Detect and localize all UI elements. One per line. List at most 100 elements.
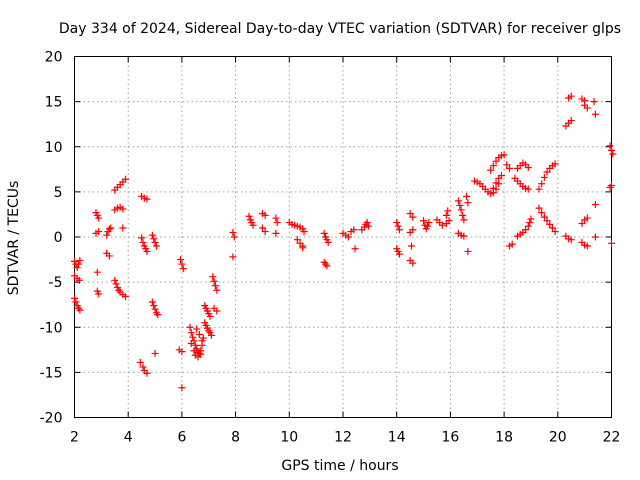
data-point xyxy=(464,247,472,255)
data-point xyxy=(500,151,508,159)
data-point xyxy=(209,273,217,281)
data-point xyxy=(464,199,472,207)
data-point xyxy=(487,166,495,174)
data-point xyxy=(95,290,103,298)
y-tick-label: -10 xyxy=(40,320,63,336)
data-point xyxy=(150,302,158,310)
data-point xyxy=(591,110,599,118)
data-point xyxy=(229,228,237,236)
data-point xyxy=(508,240,516,248)
data-point xyxy=(489,184,497,192)
data-point xyxy=(548,224,556,232)
data-point xyxy=(608,182,615,190)
data-point xyxy=(363,219,371,227)
data-point xyxy=(152,242,160,250)
data-point xyxy=(567,117,575,125)
data-point xyxy=(454,197,462,205)
data-point xyxy=(75,276,83,284)
data-point xyxy=(139,238,147,246)
data-point xyxy=(324,238,332,246)
data-point xyxy=(526,219,534,227)
data-point xyxy=(344,233,352,241)
data-point xyxy=(606,142,614,150)
data-point xyxy=(210,277,218,285)
data-point xyxy=(395,250,403,258)
y-tick-label: 0 xyxy=(54,230,63,246)
data-point xyxy=(213,286,221,294)
data-point xyxy=(72,298,80,306)
data-point xyxy=(105,252,113,260)
data-point xyxy=(207,331,215,339)
data-point xyxy=(535,204,543,212)
data-point xyxy=(143,369,151,377)
data-point xyxy=(578,219,586,227)
data-point xyxy=(300,228,308,236)
data-point xyxy=(420,217,428,225)
data-point xyxy=(394,222,402,230)
data-point xyxy=(606,183,614,191)
data-point xyxy=(245,212,253,220)
data-point xyxy=(71,294,78,302)
chart-title: Day 334 of 2024, Sidereal Day-to-day VTE… xyxy=(59,21,621,37)
data-point xyxy=(197,350,205,358)
data-point xyxy=(76,306,84,314)
x-tick-label: 22 xyxy=(603,430,621,446)
data-point xyxy=(442,211,450,219)
data-point xyxy=(299,244,307,252)
data-point xyxy=(460,232,468,240)
data-point xyxy=(189,333,197,341)
data-point xyxy=(540,213,548,221)
data-point xyxy=(151,349,159,357)
data-point xyxy=(567,92,575,100)
data-point xyxy=(538,180,546,188)
data-point xyxy=(492,157,500,165)
y-tick-label: 10 xyxy=(45,140,63,156)
data-point xyxy=(211,282,219,290)
data-point xyxy=(148,298,156,306)
data-point xyxy=(230,233,238,241)
data-point xyxy=(409,213,417,221)
data-point xyxy=(206,312,214,320)
data-point xyxy=(112,280,120,288)
data-point xyxy=(583,104,591,112)
data-point xyxy=(457,206,465,214)
data-point xyxy=(119,224,127,232)
data-point xyxy=(249,221,257,229)
x-tick-label: 4 xyxy=(124,430,133,446)
data-point xyxy=(198,337,206,345)
data-point xyxy=(119,205,127,213)
data-point xyxy=(527,215,535,223)
data-point xyxy=(139,363,147,371)
data-point xyxy=(583,242,591,250)
data-point xyxy=(154,311,162,319)
data-point xyxy=(540,173,548,181)
y-tick-label: -5 xyxy=(49,275,63,291)
data-point xyxy=(524,185,532,193)
data-point xyxy=(151,305,159,313)
x-tick-label: 20 xyxy=(549,430,567,446)
x-tick-label: 6 xyxy=(177,430,186,446)
data-point xyxy=(409,259,417,267)
data-point xyxy=(229,253,237,261)
data-point xyxy=(76,256,84,264)
data-point xyxy=(424,222,432,230)
data-point xyxy=(111,276,119,284)
data-point xyxy=(395,226,403,234)
data-point xyxy=(178,260,186,268)
data-point xyxy=(190,347,198,355)
x-tick-label: 18 xyxy=(495,430,513,446)
data-point xyxy=(365,222,373,230)
data-point xyxy=(95,214,103,222)
data-point xyxy=(503,161,511,169)
data-point xyxy=(261,211,269,219)
data-point xyxy=(583,214,591,222)
data-point xyxy=(273,219,281,227)
y-tick-label: 20 xyxy=(45,50,63,66)
data-point xyxy=(350,226,358,234)
data-point xyxy=(425,219,433,227)
x-tick-label: 2 xyxy=(70,430,79,446)
data-point xyxy=(456,201,464,209)
data-point xyxy=(178,348,186,356)
data-point xyxy=(103,231,111,239)
